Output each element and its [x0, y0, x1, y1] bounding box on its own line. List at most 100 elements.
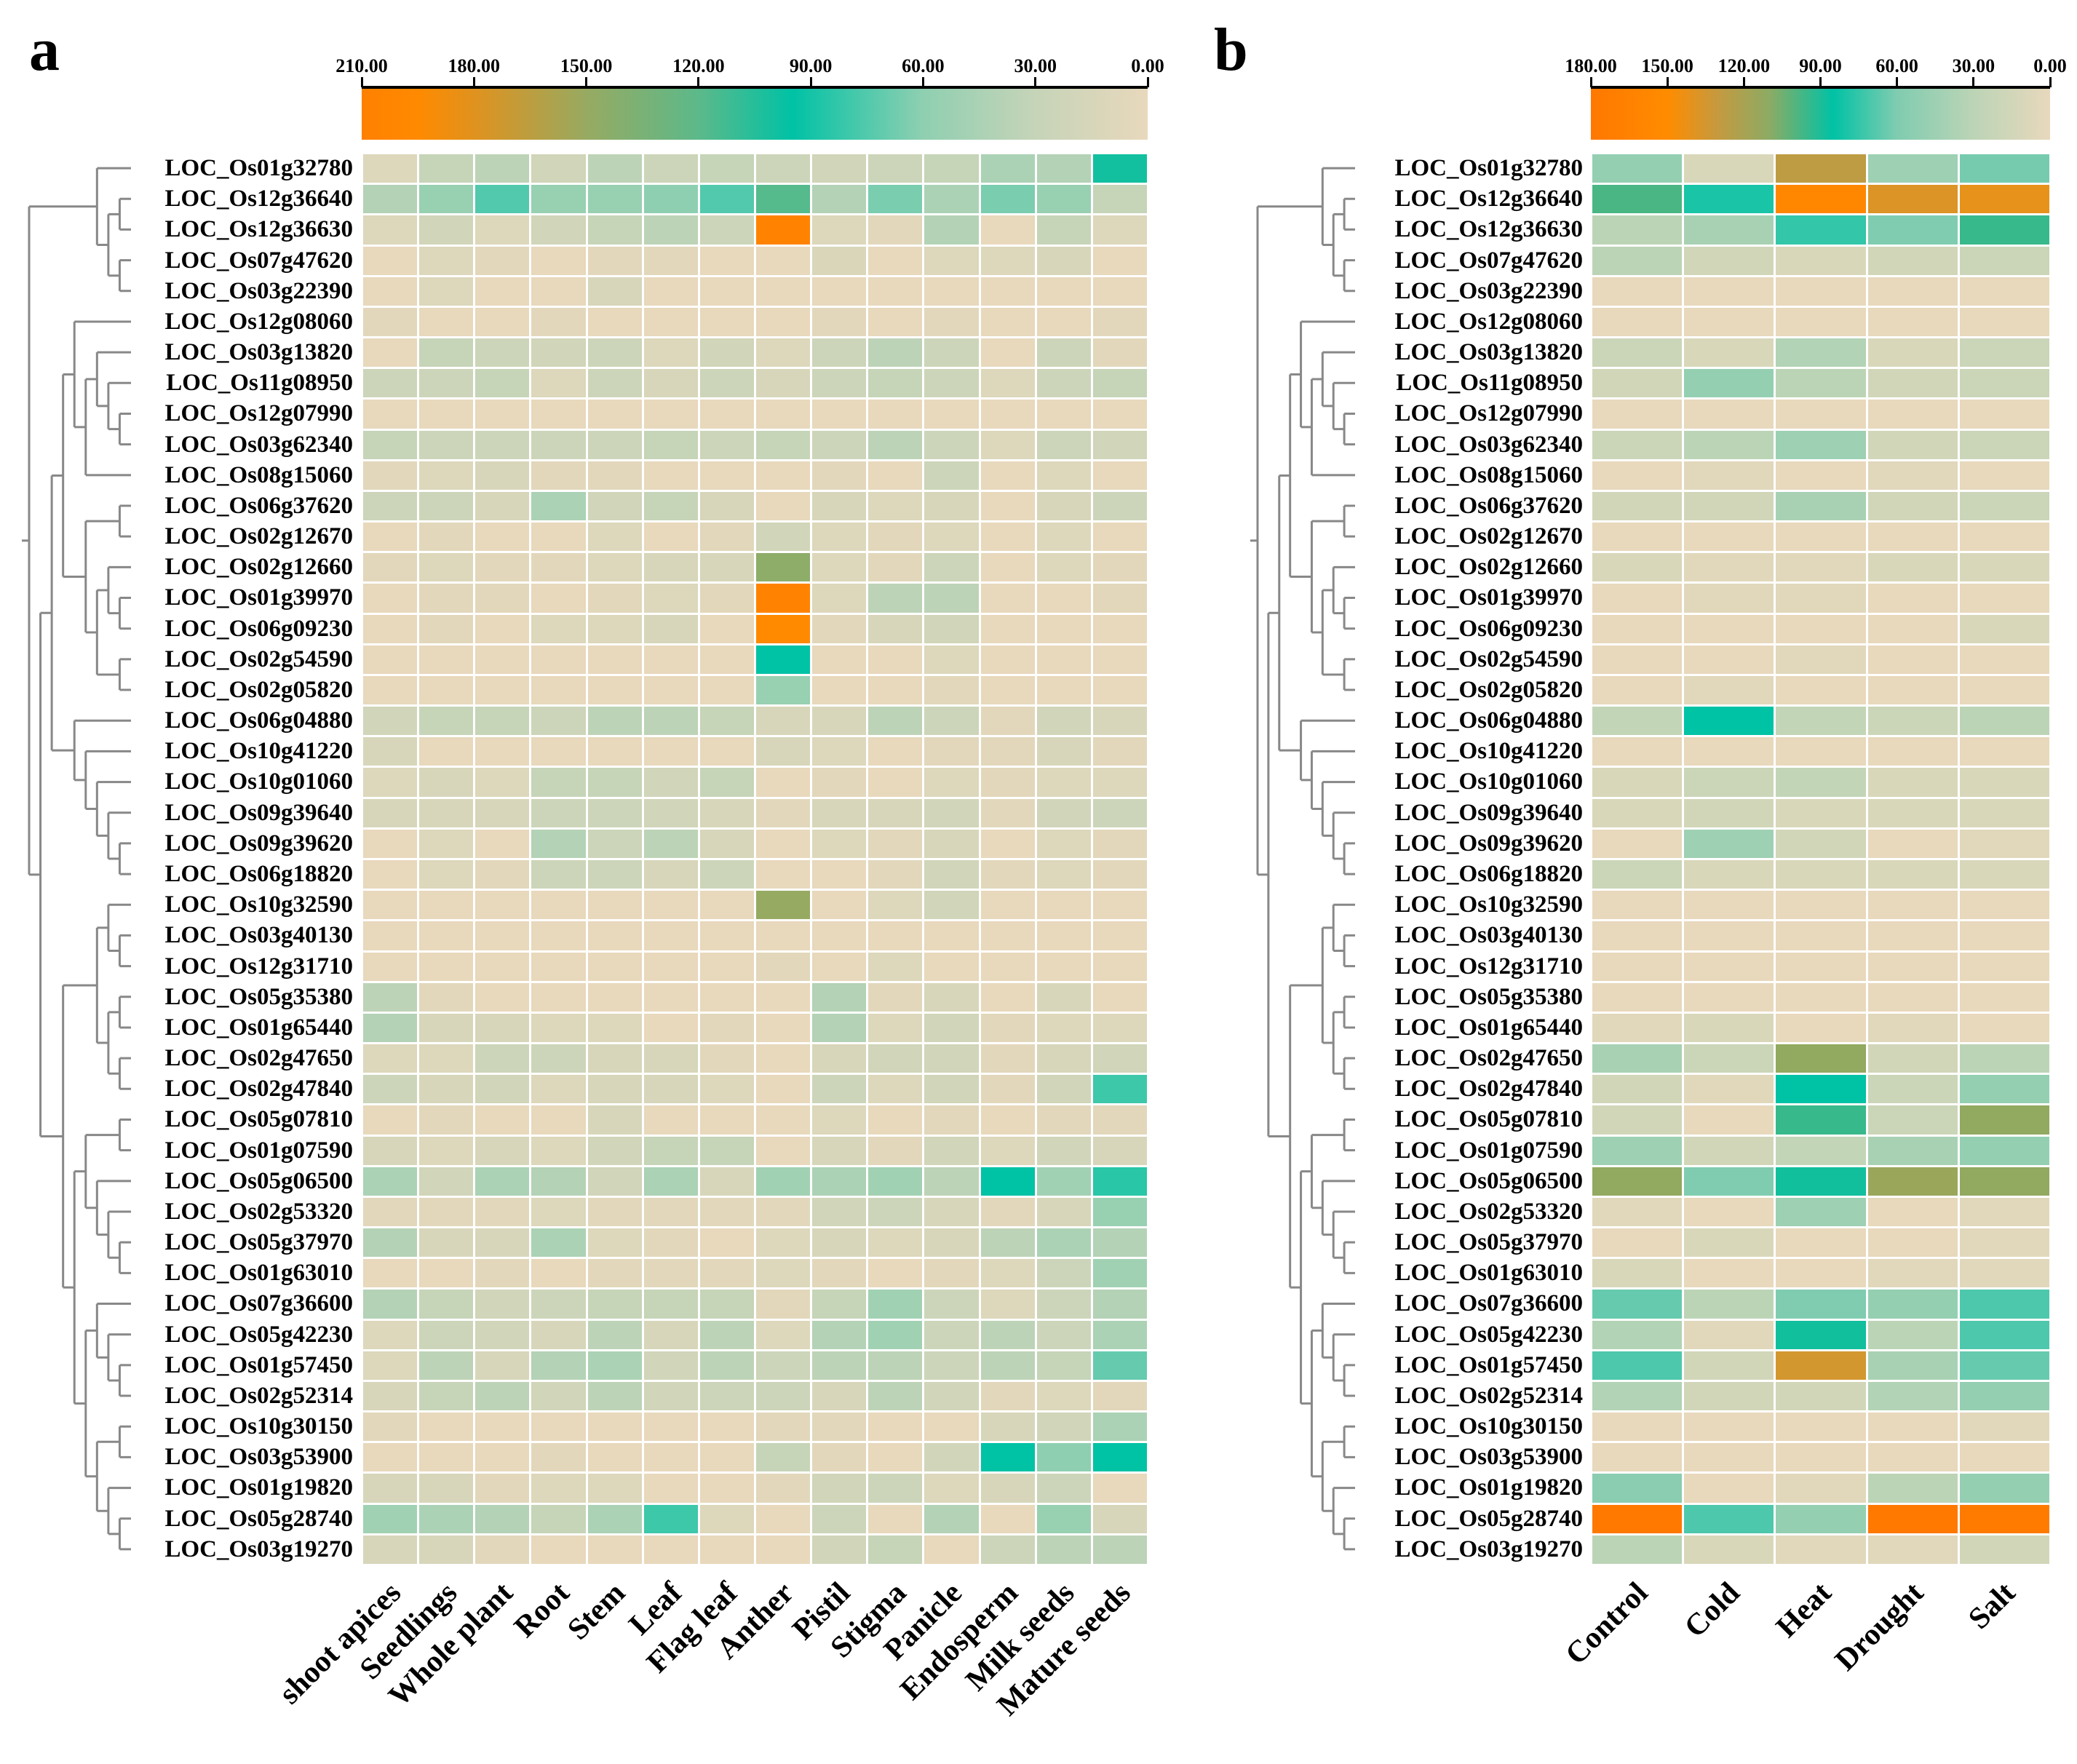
colorbar-tick-label: 60.00	[902, 55, 945, 76]
heatmap-cell	[530, 1135, 587, 1167]
heatmap-cell	[1958, 827, 2051, 859]
row-label: LOC_Os12g36630	[164, 216, 353, 243]
heatmap-cell	[1683, 337, 1776, 369]
heatmap-cell	[1958, 736, 2051, 768]
heatmap-cell	[698, 766, 755, 798]
heatmap-cell	[755, 1104, 812, 1136]
heatmap-cell	[698, 950, 755, 982]
heatmap-cell	[867, 521, 924, 553]
heatmap-cell	[474, 552, 531, 584]
heatmap-cell	[1774, 1073, 1867, 1105]
heatmap-cell	[1591, 490, 1684, 523]
heatmap-cell	[1091, 613, 1148, 645]
heatmap-cell	[362, 797, 419, 829]
row-label: LOC_Os03g13820	[164, 339, 353, 366]
heatmap-cell	[1774, 1349, 1867, 1381]
heatmap-cell	[867, 1227, 924, 1259]
heatmap-cell	[474, 1258, 531, 1290]
heatmap-cell	[530, 950, 587, 982]
heatmap-cell	[474, 859, 531, 891]
dendrogram-branch	[1343, 1517, 1355, 1551]
heatmap-cell	[530, 1503, 587, 1535]
heatmap-cell	[979, 1258, 1036, 1290]
heatmap-cell	[923, 306, 980, 338]
heatmap-cell	[1035, 981, 1092, 1013]
heatmap-cell	[867, 643, 924, 675]
heatmap-cell	[1035, 1349, 1092, 1381]
heatmap-cell	[867, 490, 924, 523]
heatmap-cell	[530, 981, 587, 1013]
heatmap-cell	[1591, 1073, 1684, 1105]
dendrogram-branch	[1332, 1011, 1345, 1075]
heatmap-cell	[362, 429, 419, 461]
heatmap-cell	[923, 275, 980, 307]
heatmap-cell	[867, 214, 924, 246]
heatmap-cell	[755, 183, 812, 215]
heatmap-cell	[867, 613, 924, 645]
heatmap-cell	[1591, 429, 1684, 461]
heatmap-cell	[979, 859, 1036, 891]
heatmap-cell	[1958, 153, 2051, 185]
heatmap-cell	[586, 1165, 643, 1197]
heatmap-cell	[1591, 1258, 1684, 1290]
row-label: LOC_Os05g06500	[1394, 1167, 1583, 1194]
heatmap-cell	[979, 1104, 1036, 1136]
heatmap-cell	[867, 1196, 924, 1228]
heatmap-cell	[1866, 1411, 1959, 1443]
heatmap-cell	[923, 1349, 980, 1381]
heatmap-cell	[1035, 1288, 1092, 1320]
heatmap-cell	[867, 1319, 924, 1351]
heatmap-cell	[979, 643, 1036, 675]
heatmap-cell	[474, 766, 531, 798]
heatmap-cell	[811, 1442, 868, 1474]
heatmap-cell	[1683, 1288, 1776, 1320]
heatmap-cell	[698, 1503, 755, 1535]
heatmap-cell	[642, 1104, 699, 1136]
row-label: LOC_Os02g53320	[1394, 1198, 1583, 1225]
heatmap-cell	[698, 859, 755, 891]
heatmap-cell	[979, 245, 1036, 277]
colorbar-tick	[1972, 77, 1975, 87]
heatmap-cell	[1958, 766, 2051, 798]
heatmap-cell	[1035, 214, 1092, 246]
heatmap-cell	[1591, 797, 1684, 829]
heatmap-cell	[418, 889, 475, 921]
heatmap-cell	[586, 920, 643, 952]
heatmap-cell	[698, 1533, 755, 1565]
heatmap-cell	[1091, 827, 1148, 859]
heatmap-cell	[1683, 490, 1776, 523]
row-label: LOC_Os06g37620	[164, 492, 353, 519]
heatmap-cell	[755, 797, 812, 829]
heatmap-cell	[1958, 859, 2051, 891]
dendrogram-branch	[1321, 351, 1355, 408]
heatmap-cell	[530, 521, 587, 553]
row-label: LOC_Os10g30150	[164, 1413, 353, 1440]
heatmap-cell	[418, 1135, 475, 1167]
heatmap-cell	[1035, 889, 1092, 921]
heatmap-cell	[923, 889, 980, 921]
heatmap-cell	[530, 368, 587, 400]
dendrogram-branch	[1343, 259, 1355, 293]
heatmap-cell	[474, 1135, 531, 1167]
colorbar-tick-label: 150.00	[560, 55, 613, 76]
heatmap-cell	[1035, 552, 1092, 584]
heatmap-cell	[755, 1012, 812, 1044]
heatmap-cell	[474, 337, 531, 369]
heatmap-cell	[1591, 459, 1684, 491]
heatmap-cell	[979, 674, 1036, 707]
heatmap-cell	[755, 306, 812, 338]
heatmap-cell	[867, 1104, 924, 1136]
heatmap-cell	[1091, 1043, 1148, 1075]
heatmap-cell	[530, 275, 587, 307]
heatmap-cell	[1958, 1503, 2051, 1535]
heatmap-cell	[1866, 889, 1959, 921]
heatmap-cell	[418, 1165, 475, 1197]
heatmap-cell	[1591, 1104, 1684, 1136]
heatmap-cell	[474, 1012, 531, 1044]
dendrogram-branch	[1310, 750, 1355, 810]
row-label: LOC_Os12g36640	[164, 186, 353, 212]
heatmap-cell	[698, 521, 755, 553]
heatmap-cell	[1683, 1380, 1776, 1413]
row-label: LOC_Os05g07810	[1394, 1106, 1583, 1133]
heatmap-cell	[755, 245, 812, 277]
